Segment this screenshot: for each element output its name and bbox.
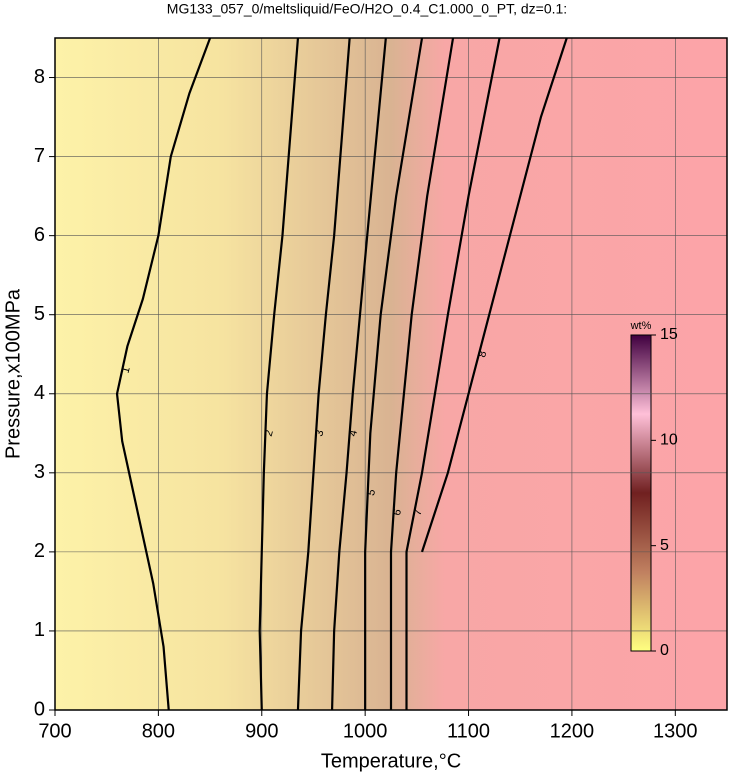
contour-label: 2 (263, 429, 276, 438)
y-tick-label: 6 (34, 224, 45, 246)
y-tick-label: 1 (34, 619, 45, 641)
x-axis-label: Temperature,°C (321, 750, 461, 772)
contour-label: 7 (412, 508, 425, 517)
y-tick-label: 2 (34, 540, 45, 562)
colorbar (630, 334, 652, 652)
plot-frame (54, 37, 728, 711)
contour-line (296, 37, 351, 711)
x-tick-label: 800 (142, 720, 175, 742)
contour-line (420, 37, 568, 553)
x-tick-label: 1100 (447, 720, 490, 742)
x-tick-label: 900 (245, 720, 278, 742)
x-tick-label: 1300 (653, 720, 698, 742)
chart-title: MG133_057_0/meltsliquid/FeO/H2O_0.4_C1.0… (167, 1, 567, 17)
x-tick-label: 1200 (550, 720, 595, 742)
contour-label: 1 (120, 366, 133, 375)
colorbar-label: wt% (630, 320, 652, 332)
y-axis-label: Pressure,x100MPa (2, 288, 24, 459)
y-tick-label: 8 (34, 66, 45, 88)
contour-label: 6 (391, 508, 404, 517)
contour-label: 3 (313, 429, 326, 438)
colorbar-tick-label: 5 (660, 537, 669, 554)
colorbar-tick-label: 0 (660, 642, 669, 659)
contour-label: 4 (347, 429, 360, 438)
colorbar-tick-label: 10 (660, 432, 678, 449)
contour-line (405, 37, 501, 710)
y-tick-label: 4 (34, 382, 45, 404)
contour-line (364, 37, 424, 710)
contour-line (115, 37, 212, 711)
x-tick-label: 700 (38, 720, 71, 742)
contour-label: 5 (365, 488, 378, 497)
y-tick-label: 7 (34, 145, 45, 167)
y-tick-label: 5 (34, 303, 45, 325)
x-tick-label: 1000 (343, 720, 388, 742)
contour-label: 8 (476, 350, 489, 359)
colorbar-tick-label: 15 (660, 326, 678, 343)
contour-line (389, 37, 455, 710)
y-tick-label: 0 (34, 698, 45, 720)
contour-line (330, 37, 387, 711)
contour-line (258, 37, 300, 711)
y-tick-label: 3 (34, 461, 45, 483)
